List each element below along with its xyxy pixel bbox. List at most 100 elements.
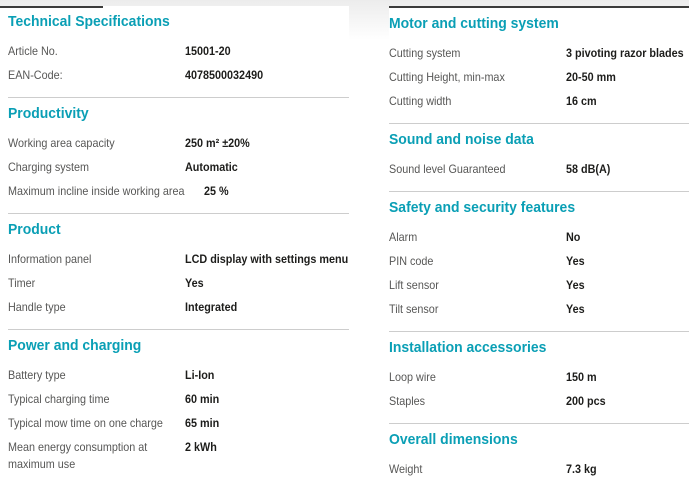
spec-label-text: Cutting width	[389, 94, 452, 108]
spec-label-text: Staples	[389, 394, 426, 408]
spec-value-text: 150 m	[566, 370, 597, 384]
spec-label-text: Typical charging time	[8, 392, 110, 406]
spec-label: Cutting width	[389, 93, 566, 110]
spec-label-text: PIN code	[389, 254, 434, 268]
spec-value: 200 pcs	[566, 393, 610, 410]
spec-row: Lift sensor Yes	[389, 274, 689, 298]
spec-row: Maximum incline inside working area 25 %	[8, 180, 349, 204]
section-title: Overall dimensions	[389, 431, 689, 448]
spec-row: Cutting Height, min-max 20-50 mm	[389, 66, 689, 90]
spec-row: Handle type Integrated	[8, 296, 349, 320]
section-title-text: Productivity	[8, 105, 89, 122]
spec-value: 3 pivoting razor blades	[566, 45, 689, 62]
spec-value: Integrated	[185, 299, 243, 316]
section-title-text: Product	[8, 221, 61, 238]
spec-label: Charging system	[8, 159, 185, 176]
spec-label: Information panel	[8, 251, 185, 268]
spec-row: Information panel LCD display with settin…	[8, 248, 349, 272]
spec-section: Sound and noise data Sound level Guarante…	[389, 123, 689, 191]
section-title: Motor and cutting system	[389, 15, 689, 32]
spec-label-text: Timer	[8, 276, 36, 290]
spec-value: Automatic	[185, 159, 244, 176]
column-gutter	[349, 0, 389, 485]
spec-label-text: Information panel	[8, 252, 92, 266]
section-title-text: Technical Specifications	[8, 13, 170, 30]
spec-label: Timer	[8, 275, 185, 292]
spec-section: Productivity Working area capacity 250 m² …	[8, 97, 349, 213]
spec-value-text: 20-50 mm	[566, 70, 616, 84]
spec-value: Yes	[566, 253, 587, 270]
spec-row: Alarm No	[389, 226, 689, 250]
section-title: Safety and security features	[389, 199, 689, 216]
spec-label-text: Article No.	[8, 44, 58, 58]
spec-label: Tilt sensor	[389, 301, 566, 318]
spec-label: Handle type	[8, 299, 185, 316]
spec-value-text: LCD display with settings menu	[185, 252, 349, 266]
spec-row: Weight 7.3 kg	[389, 458, 689, 482]
spec-value-text: Yes	[566, 254, 585, 268]
spec-value-text: Automatic	[185, 160, 238, 174]
spec-label: Lift sensor	[389, 277, 566, 294]
section-title-text: Installation accessories	[389, 339, 547, 356]
spec-value-text: No	[566, 230, 581, 244]
section-title-text: Power and charging	[8, 337, 142, 354]
spec-label: PIN code	[389, 253, 566, 270]
spec-value-text: Li-Ion	[185, 368, 215, 382]
spec-label-text: EAN-Code:	[8, 68, 63, 82]
spec-label: Battery type	[8, 367, 185, 384]
spec-value-text: 200 pcs	[566, 394, 606, 408]
spec-label: Working area capacity	[8, 135, 185, 152]
spec-value: Yes	[566, 277, 587, 294]
spec-label: Cutting system	[389, 45, 566, 62]
spec-label-text: Handle type	[8, 300, 66, 314]
section-title-text: Overall dimensions	[389, 431, 518, 448]
spec-row: Staples 200 pcs	[389, 390, 689, 414]
spec-row: PIN code Yes	[389, 250, 689, 274]
spec-row: Sound level Guaranteed 58 dB(A)	[389, 158, 689, 182]
section-title: Installation accessories	[389, 339, 689, 356]
spec-row: Timer Yes	[8, 272, 349, 296]
spec-label-text: Working area capacity	[8, 136, 115, 150]
section-title: Power and charging	[8, 337, 349, 354]
spec-column-right: Motor and cutting system Cutting system 3 …	[389, 6, 689, 485]
spec-label-text: Sound level Guaranteed	[389, 162, 506, 176]
spec-label: Weight	[389, 461, 566, 478]
spec-row: Tilt sensor Yes	[389, 298, 689, 322]
spec-value: 4078500032490	[185, 67, 272, 84]
spec-label: EAN-Code:	[8, 67, 185, 84]
section-title-text: Safety and security features	[389, 199, 576, 216]
spec-value: 250 m² ±20%	[185, 135, 257, 152]
spec-label-text: Typical mow time on one charge	[8, 416, 163, 430]
spec-label-text: Loop wire	[389, 370, 436, 384]
spec-label-text: Maximum incline inside working area	[8, 184, 185, 198]
spec-label-text: Weight	[389, 462, 423, 476]
spec-label: Alarm	[389, 229, 566, 246]
spec-row: Working area capacity 250 m² ±20%	[8, 132, 349, 156]
section-title: Technical Specifications	[8, 13, 349, 30]
spec-label: Cutting Height, min-max	[389, 69, 566, 86]
spec-label: Sound level Guaranteed	[389, 161, 566, 178]
spec-row: Mean energy consumption at maximum use 2 …	[8, 436, 349, 477]
spec-value: No	[566, 229, 582, 246]
spec-value: 7.3 kg	[566, 461, 600, 478]
spec-label: Maximum incline inside working area	[8, 183, 204, 200]
spec-value-text: 250 m² ±20%	[185, 136, 250, 150]
spec-value: Yes	[566, 301, 587, 318]
spec-value: 58 dB(A)	[566, 161, 615, 178]
spec-section: Power and charging Battery type Li-Ion Typi…	[8, 329, 349, 485]
spec-value: 60 min	[185, 391, 223, 408]
spec-value: 150 m	[566, 369, 600, 386]
spec-row: Loop wire 150 m	[389, 366, 689, 390]
spec-value-text: Yes	[566, 278, 585, 292]
spec-value-text: 3 pivoting razor blades	[566, 46, 684, 60]
spec-value-text: 25 %	[204, 184, 229, 198]
spec-label-text: Mean energy consumption at maximum use	[8, 440, 148, 471]
spec-value-text: 58 dB(A)	[566, 162, 611, 176]
spec-value-text: 60 min	[185, 392, 220, 406]
spec-label: Typical charging time	[8, 391, 185, 408]
spec-label-text: Cutting system	[389, 46, 461, 60]
spec-section: Product Information panel LCD display with…	[8, 213, 349, 329]
spec-value: 15001-20	[185, 43, 236, 60]
spec-label: Loop wire	[389, 369, 566, 386]
spec-value-text: 4078500032490	[185, 68, 264, 82]
